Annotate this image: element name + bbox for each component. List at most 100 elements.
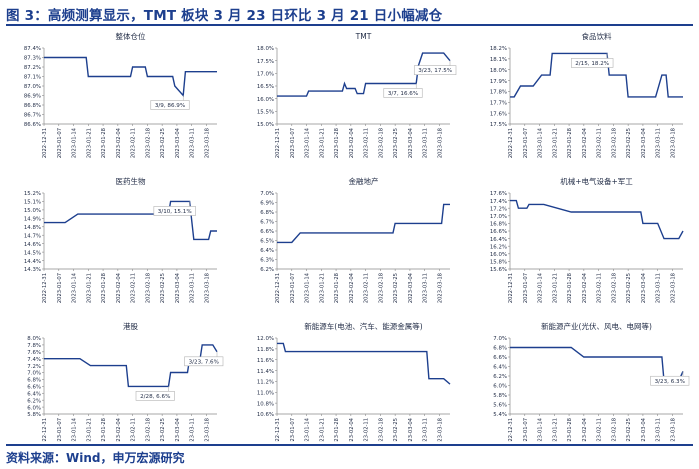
callout-label: 3/7, 16.6% (388, 91, 418, 97)
y-tick-label: 7.4% (27, 357, 41, 363)
y-tick-label: 14.7% (24, 233, 41, 239)
series-line (277, 342, 451, 385)
x-tick-label: 2023-03-18 (204, 418, 210, 442)
y-tick-label: 17.6% (490, 111, 507, 117)
x-tick-label: 2023-02-04 (582, 272, 588, 303)
x-tick-label: 2023-01-28 (334, 418, 340, 442)
x-tick-label: 2023-03-18 (670, 128, 676, 158)
x-tick-label: 2023-03-18 (204, 273, 210, 303)
chart-2: TMT 15.0% 15.5% 16.0% 16.5% 17.0% 17.5% 18.0% 20… (257, 32, 457, 158)
chart-title: 新能源产业(光伏、风电、电网等) (541, 321, 652, 331)
y-tick-label: 7.6% (27, 350, 41, 356)
y-tick-label: 6.8% (493, 346, 507, 352)
callout-label: 3/23, 6.3% (655, 379, 685, 385)
y-tick-label: 7.2% (27, 364, 41, 370)
x-tick-label: 2022-12-31 (508, 418, 514, 442)
y-tick-label: 18.0% (490, 68, 507, 74)
x-tick-label: 2023-03-11 (656, 418, 662, 442)
x-tick-label: 2023-03-11 (656, 128, 662, 158)
x-tick-label: 2023-03-11 (656, 273, 662, 303)
chart-7: 港股5.8%6.0%6.2%6.4%6.6%6.8%7.0%7.2%7.4%7.… (27, 321, 224, 442)
y-tick-label: 14.4% (24, 259, 41, 265)
x-tick-label: 2023-03-04 (175, 127, 181, 158)
x-tick-label: 2023-02-25 (160, 418, 166, 442)
x-tick-label: 2023-02-11 (364, 273, 370, 303)
y-tick-label: 6.0% (493, 384, 507, 390)
x-tick-label: 2023-01-14 (305, 417, 311, 442)
series-line (277, 52, 451, 97)
y-tick-label: 6.8% (27, 378, 41, 384)
y-tick-label: 16.4% (490, 237, 507, 243)
x-tick-label: 2023-03-18 (670, 273, 676, 303)
chart-title: 机械+电气设备+军工 (560, 176, 633, 186)
y-tick-label: 16.8% (490, 222, 507, 228)
chart-8: 新能源车(电池、汽车、能源金属等) 10.6% 10.8% 11.0% 11.2% 11.… (257, 321, 451, 442)
y-tick-label: 18.1% (490, 57, 507, 63)
y-tick-label: 6.3% (260, 258, 274, 264)
chart-title: 金融地产 (349, 176, 379, 186)
y-tick-label: 11.0% (257, 390, 274, 396)
x-tick-label: 2023-01-28 (101, 128, 107, 158)
y-tick-label: 87.3% (24, 56, 41, 62)
y-tick-label: 7.8% (27, 343, 41, 349)
y-tick-label: 16.6% (490, 229, 507, 235)
y-tick-label: 6.6% (493, 355, 507, 361)
y-tick-label: 15.0% (24, 208, 41, 214)
x-tick-label: 2023-02-18 (611, 418, 617, 442)
callout-label: 3/10, 15.1% (158, 209, 192, 215)
x-tick-label: 2023-01-14 (72, 272, 78, 303)
x-tick-label: 2023-02-18 (145, 128, 151, 158)
y-tick-label: 17.6% (490, 191, 507, 197)
chart-title: 港股 (123, 321, 138, 331)
y-tick-label: 87.0% (24, 84, 41, 90)
x-tick-label: 2023-02-25 (393, 273, 399, 303)
y-tick-label: 7.0% (493, 336, 507, 342)
x-tick-label: 2023-02-11 (364, 128, 370, 158)
x-tick-label: 2023-01-14 (538, 127, 544, 158)
x-tick-label: 2023-02-11 (364, 418, 370, 442)
x-tick-label: 2023-01-07 (57, 273, 63, 303)
y-tick-label: 87.1% (24, 75, 41, 81)
x-tick-label: 2023-01-21 (319, 273, 325, 303)
x-tick-label: 2023-03-04 (408, 272, 414, 303)
y-tick-label: 18.0% (257, 46, 274, 52)
x-tick-label: 2023-01-14 (305, 127, 311, 158)
y-tick-label: 10.6% (257, 412, 274, 418)
y-tick-label: 17.5% (257, 59, 274, 65)
series-line (510, 199, 684, 240)
x-tick-label: 2023-01-28 (101, 418, 107, 442)
x-tick-label: 2023-01-07 (290, 418, 296, 442)
y-tick-label: 86.7% (24, 113, 41, 119)
y-tick-label: 6.5% (260, 239, 274, 245)
y-tick-label: 17.9% (490, 79, 507, 85)
x-tick-label: 2023-01-21 (319, 418, 325, 442)
header-rule (6, 24, 693, 26)
chart-title: TMT (355, 32, 372, 41)
x-tick-label: 2023-02-25 (393, 418, 399, 442)
y-tick-label: 14.8% (24, 225, 41, 231)
y-tick-label: 6.0% (27, 405, 41, 411)
data-callout: 3/7, 16.6% (383, 83, 423, 98)
y-tick-label: 6.6% (260, 229, 274, 235)
x-tick-label: 2023-03-18 (437, 273, 443, 303)
chart-4: 医药生物 14.3% 14.4% 14.5% 14.6% 14.7% 14.8% 14.9% 1… (24, 176, 217, 303)
x-tick-label: 2022-12-31 (508, 128, 514, 158)
x-tick-label: 2023-01-28 (567, 128, 573, 158)
x-tick-label: 2023-01-28 (334, 128, 340, 158)
chart-grid: 整体仓位 86.6% 86.7% 86.8% 86.9% 87.0% 87.1% 87.2% 8… (24, 31, 690, 442)
y-tick-label: 6.2% (260, 267, 274, 273)
x-tick-label: 2023-01-07 (57, 128, 63, 158)
x-tick-label: 2023-01-14 (72, 127, 78, 158)
x-tick-label: 2022-12-31 (42, 128, 48, 158)
x-tick-label: 2023-02-04 (349, 272, 355, 303)
callout-label: 2/28, 6.6% (140, 394, 170, 400)
x-tick-label: 2023-01-07 (523, 418, 529, 442)
footer-rule (6, 444, 693, 446)
y-tick-label: 15.5% (257, 110, 274, 116)
x-tick-label: 2022-12-31 (508, 273, 514, 303)
x-tick-label: 2023-02-04 (349, 417, 355, 442)
x-tick-label: 2023-02-04 (116, 127, 122, 158)
x-tick-label: 2023-01-07 (523, 273, 529, 303)
x-tick-label: 2023-01-14 (538, 272, 544, 303)
x-tick-label: 2023-01-28 (334, 273, 340, 303)
